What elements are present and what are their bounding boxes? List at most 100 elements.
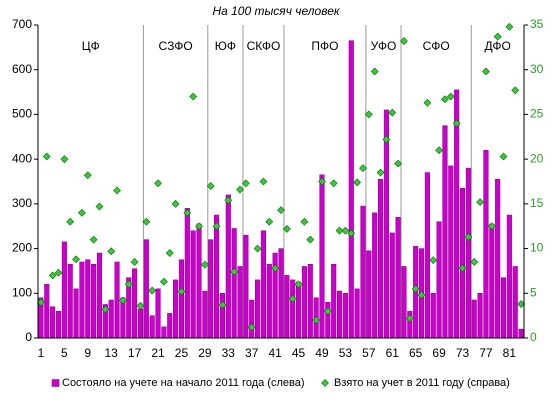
bar [96, 252, 103, 339]
point [400, 37, 408, 46]
point [411, 284, 420, 293]
point [130, 258, 139, 266]
point [159, 277, 168, 286]
bar [301, 266, 307, 339]
y-tick-label: 300 [12, 196, 32, 210]
bar [389, 232, 395, 339]
point [341, 226, 350, 235]
point [154, 179, 162, 188]
legend-swatch [321, 379, 329, 387]
bar [518, 328, 524, 339]
group-label: СКФО [247, 39, 281, 53]
point [183, 208, 192, 217]
bar [219, 293, 225, 339]
bar [178, 259, 185, 339]
bar [383, 109, 389, 339]
point [165, 249, 174, 257]
bar [430, 293, 436, 339]
bar [307, 263, 313, 339]
point [423, 98, 432, 107]
group-label: ЮФ [215, 39, 236, 53]
point [312, 316, 321, 325]
point [288, 294, 297, 303]
bar [50, 306, 56, 339]
bar [395, 217, 401, 339]
bar [149, 315, 155, 339]
point [429, 256, 438, 265]
bar [190, 230, 196, 339]
x-tick-label: 45 [292, 346, 306, 360]
bar [424, 172, 430, 339]
bar [79, 261, 85, 339]
x-tick-label: 1 [38, 346, 45, 360]
bar [278, 248, 284, 339]
bar [67, 263, 73, 339]
point [364, 110, 373, 119]
point [77, 208, 86, 217]
point [247, 323, 256, 332]
bar [500, 277, 507, 339]
x-tick-label: 41 [268, 346, 282, 360]
bar [61, 241, 67, 339]
bar [489, 223, 495, 339]
y2-tick-label: 25 [530, 107, 544, 121]
bar [360, 205, 366, 339]
point [66, 217, 75, 226]
bar [85, 259, 91, 339]
point [212, 222, 221, 231]
x-tick-label: 65 [409, 346, 423, 360]
point [493, 32, 502, 41]
legend-label: Состояло на учете на начало 2011 года (с… [62, 377, 305, 389]
bar [366, 250, 372, 339]
group-label: СЗФО [159, 39, 193, 53]
x-tick-label: 29 [198, 346, 212, 360]
bar [266, 263, 272, 339]
point [54, 268, 63, 277]
point [142, 217, 151, 226]
point [441, 95, 449, 104]
bar [284, 275, 290, 339]
y-tick-label: 0 [25, 330, 32, 344]
point [230, 267, 239, 276]
x-tick-label: 53 [339, 346, 353, 360]
x-tick-label: 61 [386, 346, 400, 360]
point [499, 152, 508, 161]
y-tick-label: 700 [12, 17, 32, 31]
point [113, 186, 121, 195]
point [335, 226, 344, 235]
point [435, 146, 444, 155]
bar [255, 279, 261, 339]
group-label: СФО [423, 39, 450, 53]
y2-tick-label: 35 [530, 17, 544, 31]
y2-tick-label: 0 [530, 330, 537, 344]
point [37, 298, 45, 307]
point [48, 271, 57, 280]
bar [290, 279, 296, 339]
point [118, 296, 127, 305]
bar [436, 221, 442, 339]
point [72, 255, 80, 264]
bar [442, 125, 448, 339]
x-tick-label: 5 [61, 346, 68, 360]
bar [202, 290, 208, 339]
point [42, 152, 51, 161]
x-tick-label: 33 [222, 346, 236, 360]
x-tick-label: 13 [105, 346, 119, 360]
point [394, 159, 403, 168]
bar [465, 167, 471, 339]
bar [372, 212, 378, 339]
bar [243, 234, 249, 339]
bar [401, 266, 407, 339]
bar [132, 268, 138, 339]
point [405, 314, 414, 323]
y-tick-label: 500 [12, 107, 32, 121]
point [318, 177, 326, 186]
point [458, 264, 467, 273]
point [265, 217, 274, 226]
point [83, 171, 92, 180]
y2-tick-label: 30 [530, 62, 544, 76]
point [206, 182, 215, 190]
bar [161, 326, 167, 339]
point [177, 287, 186, 296]
